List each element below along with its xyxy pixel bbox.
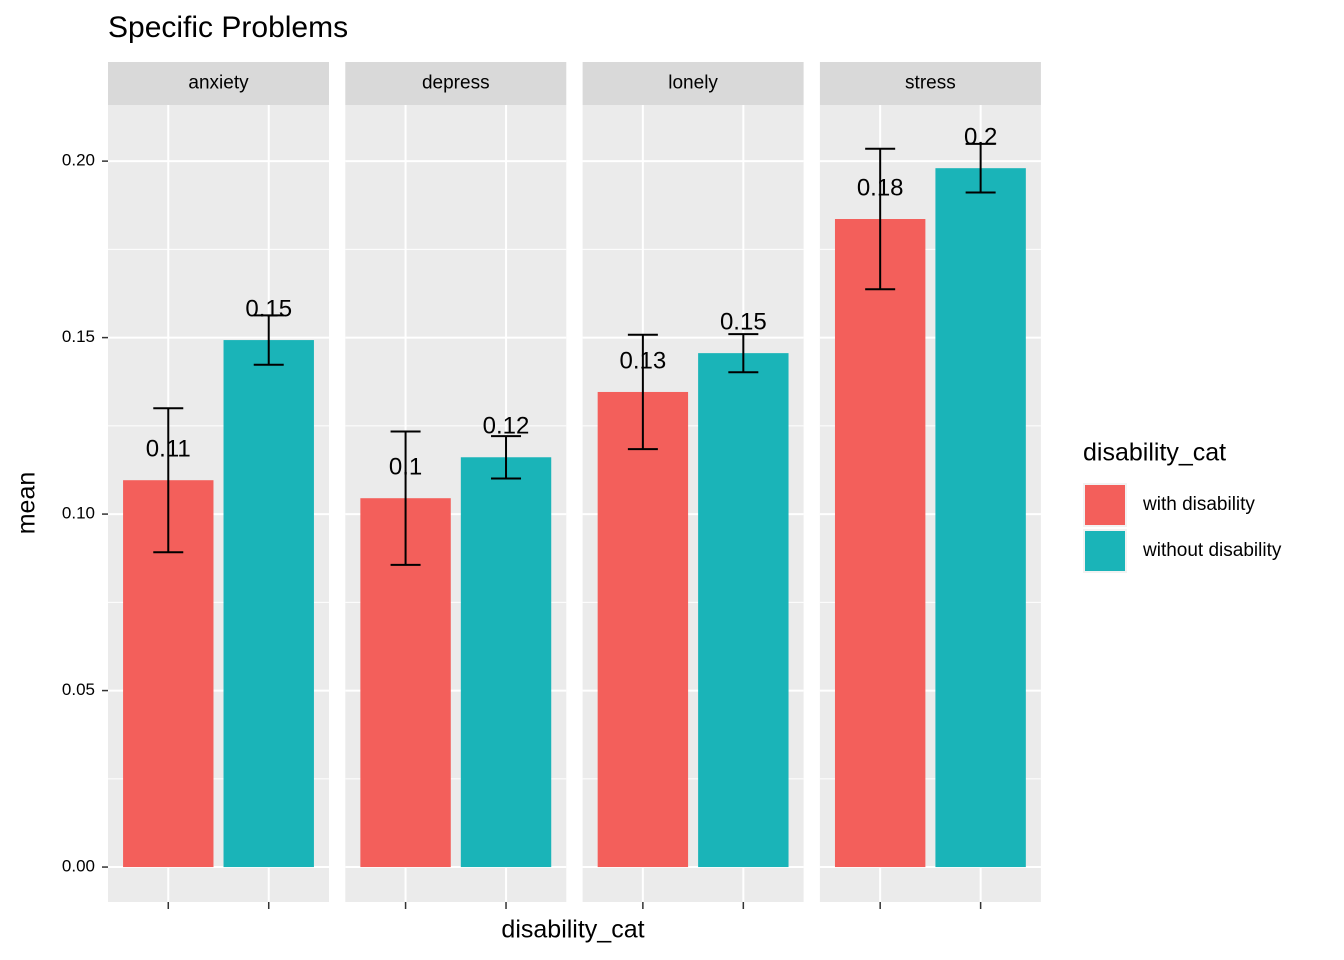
bar [698,353,789,868]
y-tick-label: 0.05 [62,680,95,699]
bar [834,219,926,868]
bar [460,457,552,868]
legend-label: without disability [1142,540,1282,561]
bar [223,340,314,868]
data-label: 0.2 [964,124,997,151]
strip [582,62,804,105]
error-bar [865,147,896,291]
y-tick-label: 0.20 [62,151,95,170]
y-tick-label: 0.15 [62,327,95,346]
strip [819,62,1041,105]
bar [597,391,689,868]
strip-label: lonely [668,73,718,94]
strip-label: stress [905,73,956,94]
error-bar [153,407,184,554]
error-bar [965,142,996,194]
data-label: 0.15 [720,308,767,335]
data-label: 0.12 [483,413,530,440]
error-bar [728,333,759,374]
data-label: 0.18 [857,174,904,201]
legend-key [1085,531,1125,571]
strip-label: anxiety [188,73,249,94]
chart-title: Specific Problems [108,11,348,44]
strip [345,62,567,105]
y-tick-label: 0.10 [62,504,95,523]
legend-label: with disability [1142,494,1255,515]
data-label: 0.13 [620,347,667,374]
bar [935,168,1026,868]
error-bar [491,435,522,480]
error-bar [390,430,421,566]
legend-title: disability_cat [1083,439,1226,467]
data-label: 0.11 [146,436,191,463]
strip [108,62,329,105]
error-bar [253,314,284,366]
error-bar [627,333,658,451]
legend-key [1085,485,1125,525]
y-axis-label: mean [13,472,41,535]
strip-label: depress [422,73,490,94]
data-label: 0.1 [389,454,422,481]
data-label: 0.15 [245,295,292,322]
y-tick-label: 0.00 [62,857,95,876]
x-axis-label: disability_cat [501,916,644,944]
